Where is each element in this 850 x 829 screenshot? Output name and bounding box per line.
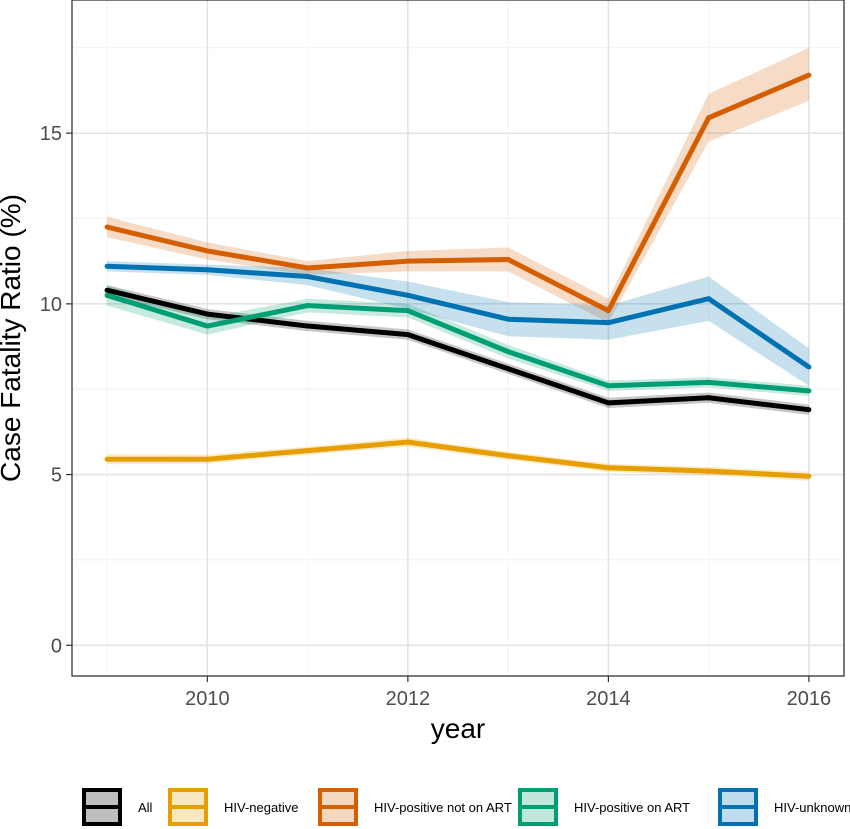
legend-label: HIV-positive on ART [574, 800, 690, 815]
y-tick-label: 15 [40, 123, 62, 145]
data-point [204, 323, 210, 329]
data-point [806, 473, 812, 479]
data-point [706, 468, 712, 474]
series-line [107, 263, 811, 370]
x-axis-title: year [431, 713, 485, 744]
y-tick-label: 10 [40, 294, 62, 316]
data-point [104, 263, 110, 269]
data-point [605, 400, 611, 406]
data-point [104, 456, 110, 462]
legend-item: All [82, 788, 153, 826]
data-point [305, 448, 311, 454]
series-lines [104, 72, 812, 479]
data-point [305, 265, 311, 271]
x-tick-label: 2012 [386, 688, 431, 710]
data-point [104, 292, 110, 298]
series-line [106, 292, 810, 394]
data-point [605, 308, 611, 314]
data-point [305, 274, 311, 280]
data-point [806, 407, 812, 413]
data-point [204, 311, 210, 317]
data-point [806, 388, 812, 394]
data-point [706, 395, 712, 401]
data-point [505, 316, 511, 322]
data-point [706, 296, 712, 302]
panel-border [71, 0, 845, 677]
data-point [505, 349, 511, 355]
legend-item: HIV-unknown [718, 788, 850, 826]
data-point [104, 224, 110, 230]
data-point [305, 323, 311, 329]
legend: All HIV-negative HIV-positive not on ART HI… [82, 788, 850, 826]
data-point [605, 465, 611, 471]
legend-item: HIV-positive not on ART [318, 788, 512, 826]
confidence-band [107, 47, 809, 323]
gridlines [72, 0, 844, 676]
data-point [605, 383, 611, 389]
data-point [505, 256, 511, 262]
data-point [706, 379, 712, 385]
data-point [305, 303, 311, 309]
data-point [405, 292, 411, 298]
y-tick-label: 5 [51, 465, 62, 487]
legend-label: HIV-positive not on ART [374, 800, 512, 815]
data-point [405, 439, 411, 445]
data-point [405, 308, 411, 314]
axes: 2010 2012 2014 2016 0 5 10 15 [40, 123, 831, 710]
x-tick-label: 2010 [185, 688, 230, 710]
series-line [106, 72, 810, 314]
legend-label: HIV-negative [224, 800, 298, 815]
x-tick-label: 2016 [787, 688, 832, 710]
data-point [104, 287, 110, 293]
legend-item: HIV-negative [168, 788, 298, 826]
y-tick-label: 0 [51, 635, 62, 657]
data-point [405, 332, 411, 338]
data-point [806, 364, 812, 370]
x-tick-label: 2014 [586, 688, 631, 710]
series-line [106, 287, 810, 413]
data-point [204, 456, 210, 462]
legend-label: HIV-unknown [774, 800, 850, 815]
confidence-band [107, 261, 809, 386]
data-point [405, 258, 411, 264]
legend-item: HIV-positive on ART [518, 788, 690, 826]
series-line [107, 439, 810, 479]
data-point [505, 453, 511, 459]
data-point [605, 320, 611, 326]
y-axis-title: Case Fatality Ratio (%) [0, 194, 26, 482]
data-point [204, 248, 210, 254]
data-point [204, 267, 210, 273]
data-point [706, 115, 712, 121]
data-point [806, 72, 812, 78]
legend-label: All [138, 800, 153, 815]
data-point [505, 366, 511, 372]
